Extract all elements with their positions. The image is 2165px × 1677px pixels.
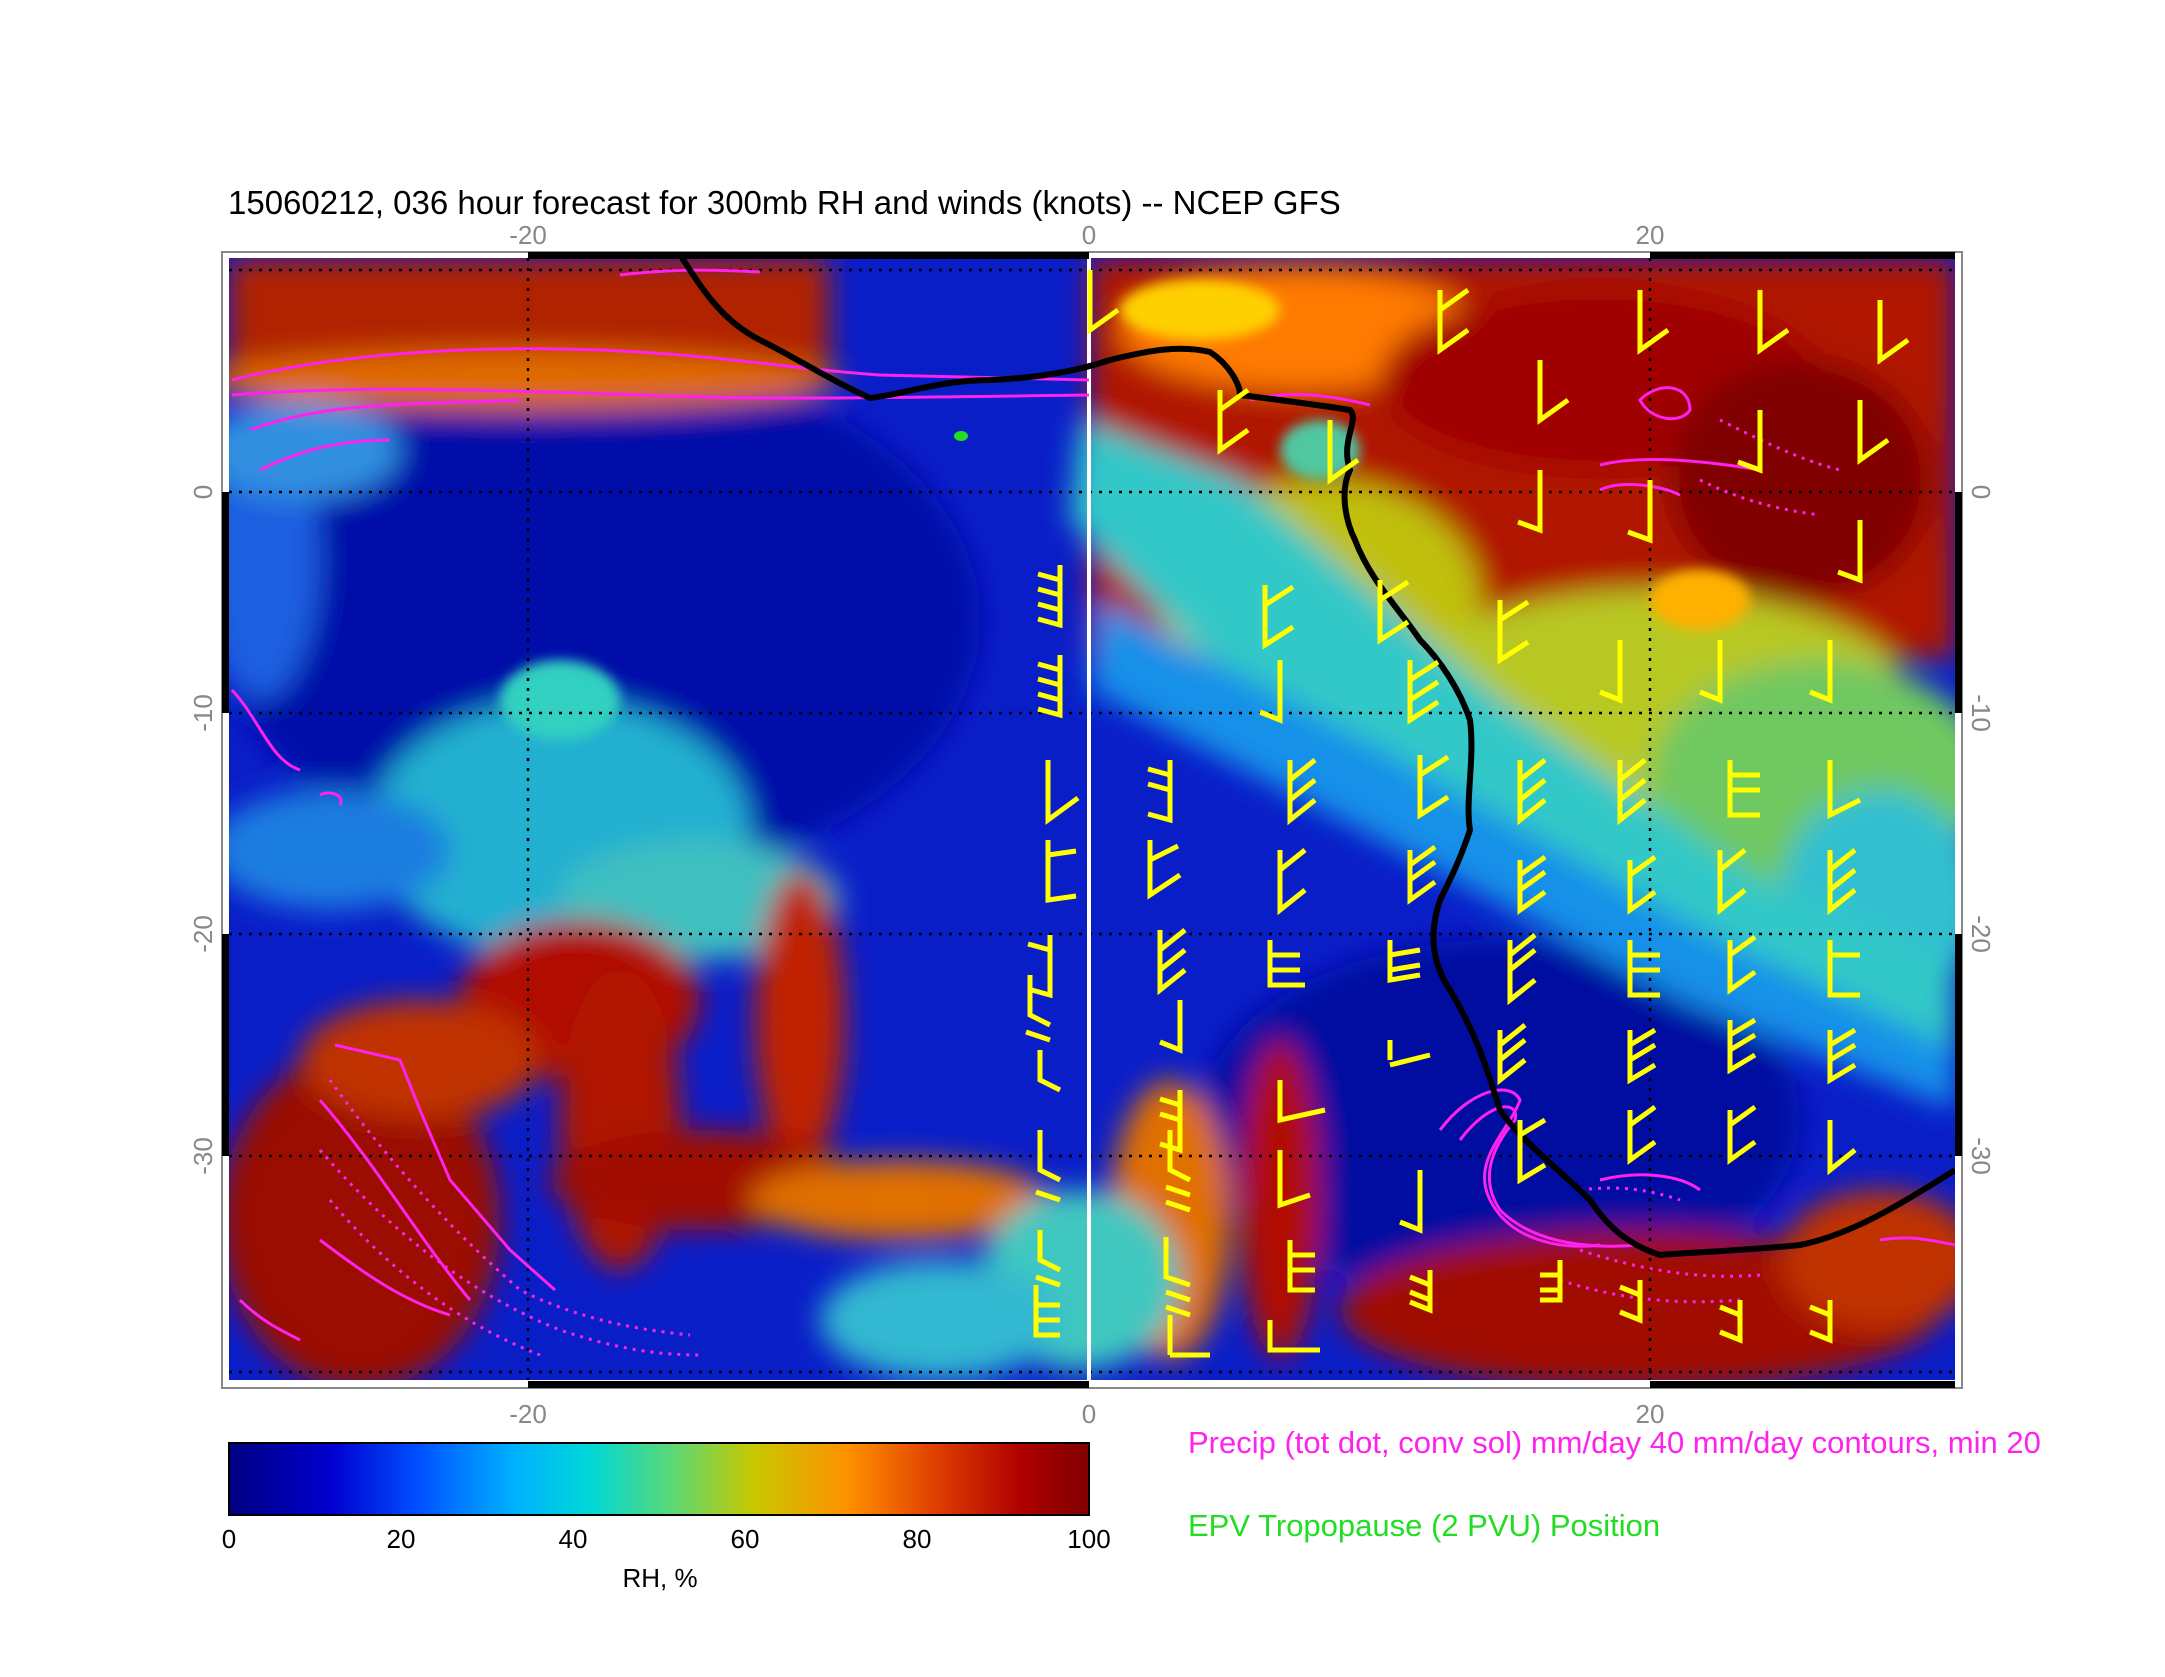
precip-dots bbox=[318, 418, 1841, 1357]
lon-tick-bottom: 0 bbox=[1082, 1399, 1096, 1429]
epv-marker bbox=[954, 431, 968, 441]
colorbar bbox=[228, 1442, 1090, 1516]
lat-tick-right: 0 bbox=[1966, 485, 1996, 499]
lon-tick-top: 20 bbox=[1636, 220, 1665, 250]
lat-ticks: 0 -10 -20 -30 0 -10 -20 -30 bbox=[188, 485, 1996, 1175]
colorbar-tick: 40 bbox=[558, 1524, 588, 1554]
rh-field bbox=[229, 258, 1955, 1380]
figure-title: 15060212, 036 hour forecast for 300mb RH… bbox=[228, 184, 1341, 221]
colorbar-tick: 100 bbox=[1067, 1524, 1111, 1554]
lon-tick-bottom: 20 bbox=[1636, 1399, 1665, 1429]
lon-ticks: -20 0 20 -20 0 20 bbox=[509, 220, 1664, 1429]
map-frame bbox=[221, 251, 1963, 1389]
lat-tick-left: -30 bbox=[188, 1137, 218, 1175]
frame-bar-right-upper bbox=[1955, 492, 1962, 713]
frame-bar-bottom-left bbox=[528, 1381, 1089, 1388]
lon-tick-bottom: -20 bbox=[509, 1399, 547, 1429]
frame-bar-left-upper bbox=[222, 492, 229, 713]
legend-precip: Precip (tot dot, conv sol) mm/day 40 mm/… bbox=[1188, 1425, 2041, 1460]
colorbar-tick: 60 bbox=[730, 1524, 760, 1554]
frame-bar-top-left bbox=[528, 252, 1089, 259]
tropopause-line bbox=[679, 258, 1955, 1259]
lon-tick-top: -20 bbox=[509, 220, 547, 250]
lat-tick-left: -10 bbox=[188, 694, 218, 732]
frame-bar-left-lower bbox=[222, 934, 229, 1156]
lat-tick-left: 0 bbox=[188, 485, 218, 499]
legend-epv: EPV Tropopause (2 PVU) Position bbox=[1188, 1508, 1661, 1543]
precip-contours bbox=[230, 268, 1955, 1342]
lat-tick-left: -20 bbox=[188, 915, 218, 953]
colorbar-tick: 80 bbox=[902, 1524, 932, 1554]
wind-barbs bbox=[1025, 270, 1910, 1358]
lat-tick-right: -20 bbox=[1966, 915, 1996, 953]
lat-tick-right: -10 bbox=[1966, 694, 1996, 732]
frame-bar-bottom-right bbox=[1650, 1381, 1955, 1388]
colorbar-tick: 20 bbox=[386, 1524, 416, 1554]
colorbar-label: RH, % bbox=[622, 1563, 698, 1593]
lat-tick-right: -30 bbox=[1966, 1137, 1996, 1175]
colorbar-tick: 0 bbox=[221, 1524, 237, 1554]
lon-tick-top: 0 bbox=[1082, 220, 1096, 250]
frame-bar-top-right bbox=[1650, 252, 1955, 259]
frame-bar-right-lower bbox=[1955, 934, 1962, 1156]
